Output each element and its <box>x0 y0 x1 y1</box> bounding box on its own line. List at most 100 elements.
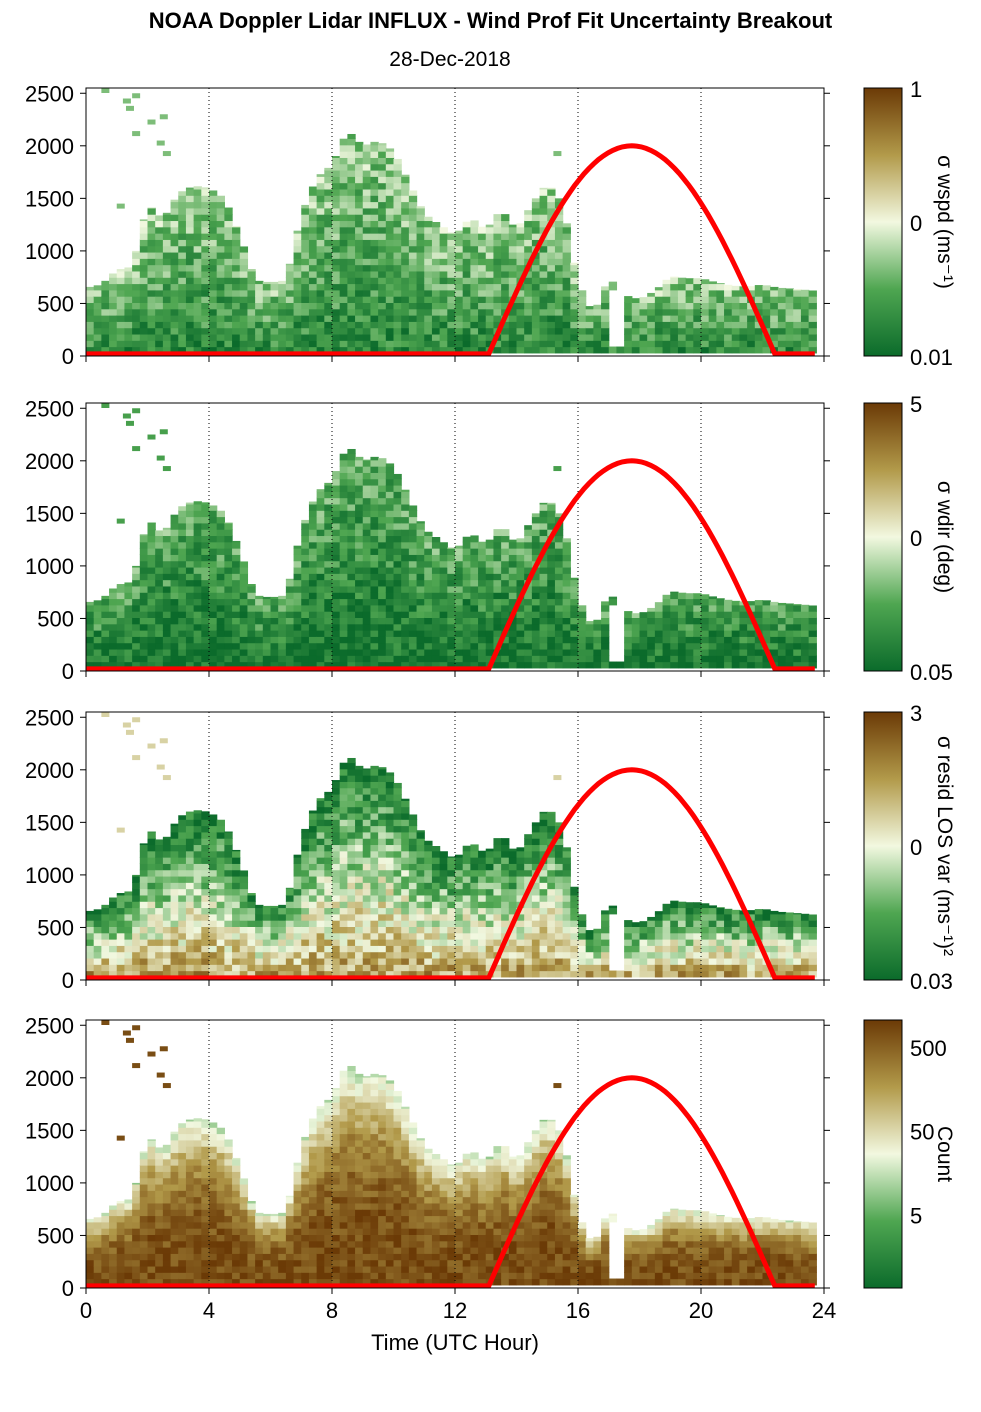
heatmap-cell <box>116 584 126 587</box>
heatmap-cell <box>670 636 679 644</box>
heatmap-cell <box>116 939 126 946</box>
heatmap-cell <box>301 579 310 587</box>
heatmap-cell <box>224 327 233 335</box>
heatmap-cell <box>209 554 218 562</box>
heatmap-cell <box>685 598 694 606</box>
heatmap-cell <box>470 869 479 877</box>
heatmap-cell <box>455 926 464 934</box>
heatmap-cell <box>462 623 471 631</box>
heatmap-cell <box>301 302 310 310</box>
heatmap-cell <box>401 970 410 978</box>
heatmap-cell <box>470 226 479 234</box>
heatmap-cell <box>685 289 694 297</box>
heatmap-cell <box>132 611 141 618</box>
heatmap-cell <box>155 964 164 972</box>
heatmap-cell <box>324 920 333 927</box>
heatmap-cell <box>201 838 210 846</box>
heatmap-cell <box>339 188 348 196</box>
heatmap-cell <box>777 617 787 625</box>
heatmap-cell <box>800 296 810 303</box>
heatmap-cell <box>308 875 318 883</box>
heatmap-cell <box>370 503 379 511</box>
heatmap-cell <box>455 277 464 285</box>
heatmap-cell <box>339 875 348 883</box>
heatmap-cell <box>501 592 510 600</box>
heatmap-cell <box>147 642 156 650</box>
heatmap-cell <box>378 239 387 247</box>
heatmap-cell <box>470 270 479 278</box>
heatmap-cell <box>747 308 756 316</box>
heatmap-cell <box>531 611 541 618</box>
heatmap-cell <box>431 894 441 902</box>
heatmap-cell <box>416 239 425 247</box>
heatmap-cell <box>232 888 241 896</box>
heatmap-cell <box>570 598 579 606</box>
heatmap-cell <box>201 522 210 530</box>
heatmap-cell <box>347 642 356 650</box>
heatmap-cell <box>162 857 172 864</box>
heatmap-cell <box>139 882 149 890</box>
heatmap-cell <box>347 333 356 341</box>
heatmap-cell <box>785 648 794 656</box>
heatmap-cell <box>531 888 541 896</box>
heatmap-cell <box>662 327 671 335</box>
heatmap-cell <box>478 289 487 297</box>
heatmap-cell <box>86 945 95 953</box>
heatmap-cell <box>501 863 510 871</box>
heatmap-cell <box>554 585 564 593</box>
heatmap-cell <box>316 321 325 329</box>
heatmap-cell <box>139 642 149 650</box>
heatmap-cell <box>393 245 402 253</box>
heatmap-cell <box>285 346 295 354</box>
heatmap-cell <box>370 850 379 858</box>
heatmap-cell <box>109 308 118 316</box>
heatmap-cell <box>493 617 502 625</box>
heatmap-cell <box>347 592 356 600</box>
heatmap-cell <box>670 661 679 669</box>
heatmap-cell <box>455 882 464 890</box>
heatmap-cell <box>393 201 402 209</box>
heatmap-cell <box>570 302 579 310</box>
heatmap-cell <box>393 296 402 303</box>
heatmap-cell <box>332 207 341 215</box>
heatmap-cell <box>147 598 156 606</box>
heatmap-cell <box>278 280 287 285</box>
heatmap-cell <box>378 503 387 511</box>
heatmap-cell <box>593 327 602 335</box>
heatmap-cell <box>362 283 372 291</box>
heatmap-cell <box>370 321 379 329</box>
heatmap-cell <box>754 604 764 612</box>
heatmap-cell <box>516 346 525 354</box>
heatmap-cell <box>593 623 602 631</box>
heatmap-cell <box>424 220 433 228</box>
heatmap-cell <box>216 226 225 234</box>
heatmap-cell <box>362 970 372 978</box>
heatmap-cell <box>155 541 164 549</box>
heatmap-cell <box>162 907 172 915</box>
heatmap-cell <box>347 863 356 871</box>
heatmap-cell <box>347 970 356 978</box>
heatmap-cell <box>455 585 464 593</box>
heatmap-cell <box>185 611 195 618</box>
heatmap-cell <box>685 617 694 625</box>
heatmap-cell <box>501 548 510 555</box>
heatmap-cell <box>762 600 771 606</box>
heatmap-cell <box>101 648 110 656</box>
heatmap-cell <box>347 661 356 669</box>
heatmap-cell <box>662 655 671 663</box>
heatmap-cell <box>562 239 571 247</box>
heatmap-cell <box>147 214 156 222</box>
heatmap-cell <box>455 560 464 568</box>
heatmap-cell <box>308 831 318 839</box>
heatmap-cell <box>162 875 172 883</box>
heatmap-cell <box>516 939 525 946</box>
heatmap-cell <box>501 573 510 581</box>
heatmap-cell <box>316 957 325 965</box>
heatmap-cell <box>401 951 410 959</box>
heatmap-cell <box>232 289 241 297</box>
heatmap-cell <box>362 308 372 316</box>
heatmap-cell <box>447 945 456 953</box>
heatmap-cell <box>470 327 479 335</box>
heatmap-cell <box>378 781 387 789</box>
heatmap-cell <box>347 869 356 877</box>
